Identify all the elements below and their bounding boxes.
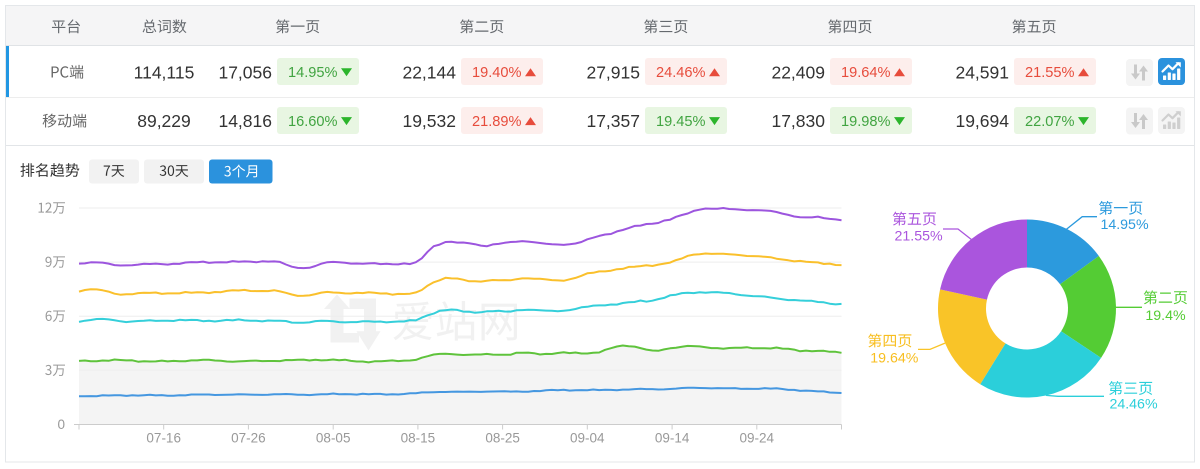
svg-text:07-16: 07-16: [146, 431, 181, 446]
svg-text:08-05: 08-05: [316, 431, 351, 446]
svg-text:17,357: 17,357: [586, 111, 640, 131]
svg-text:09-24: 09-24: [740, 431, 775, 446]
svg-text:19.4%: 19.4%: [1145, 308, 1186, 324]
svg-text:22,409: 22,409: [771, 62, 825, 82]
svg-text:19.64%: 19.64%: [870, 350, 919, 366]
svg-text:08-25: 08-25: [485, 431, 520, 446]
svg-text:21.55%: 21.55%: [895, 229, 944, 245]
svg-text:09-14: 09-14: [655, 431, 690, 446]
svg-text:89,229: 89,229: [137, 111, 191, 131]
svg-text:07-26: 07-26: [231, 431, 266, 446]
svg-text:24.46%: 24.46%: [656, 65, 706, 81]
svg-text:21.89%: 21.89%: [472, 114, 522, 130]
svg-text:22.07%: 22.07%: [1025, 114, 1075, 130]
svg-text:14.95%: 14.95%: [288, 65, 338, 81]
svg-text:22,144: 22,144: [402, 62, 456, 82]
svg-text:0: 0: [57, 417, 65, 432]
svg-text:17,056: 17,056: [218, 62, 272, 82]
svg-text:27,915: 27,915: [586, 62, 640, 82]
svg-text:14,816: 14,816: [218, 111, 272, 131]
svg-text:21.55%: 21.55%: [1025, 65, 1075, 81]
svg-text:09-04: 09-04: [570, 431, 605, 446]
svg-text:08-15: 08-15: [401, 431, 436, 446]
svg-text:16.60%: 16.60%: [288, 114, 338, 130]
svg-text:19.45%: 19.45%: [656, 114, 706, 130]
svg-text:114,115: 114,115: [134, 62, 195, 82]
svg-text:19,694: 19,694: [955, 111, 1009, 131]
svg-text:24.46%: 24.46%: [1109, 397, 1158, 413]
svg-text:14.95%: 14.95%: [1100, 217, 1149, 233]
svg-text:19,532: 19,532: [402, 111, 456, 131]
svg-text:19.40%: 19.40%: [472, 65, 522, 81]
svg-text:17,830: 17,830: [771, 111, 825, 131]
svg-text:19.64%: 19.64%: [841, 65, 891, 81]
svg-text:24,591: 24,591: [955, 62, 1009, 82]
svg-text:19.98%: 19.98%: [841, 114, 891, 130]
